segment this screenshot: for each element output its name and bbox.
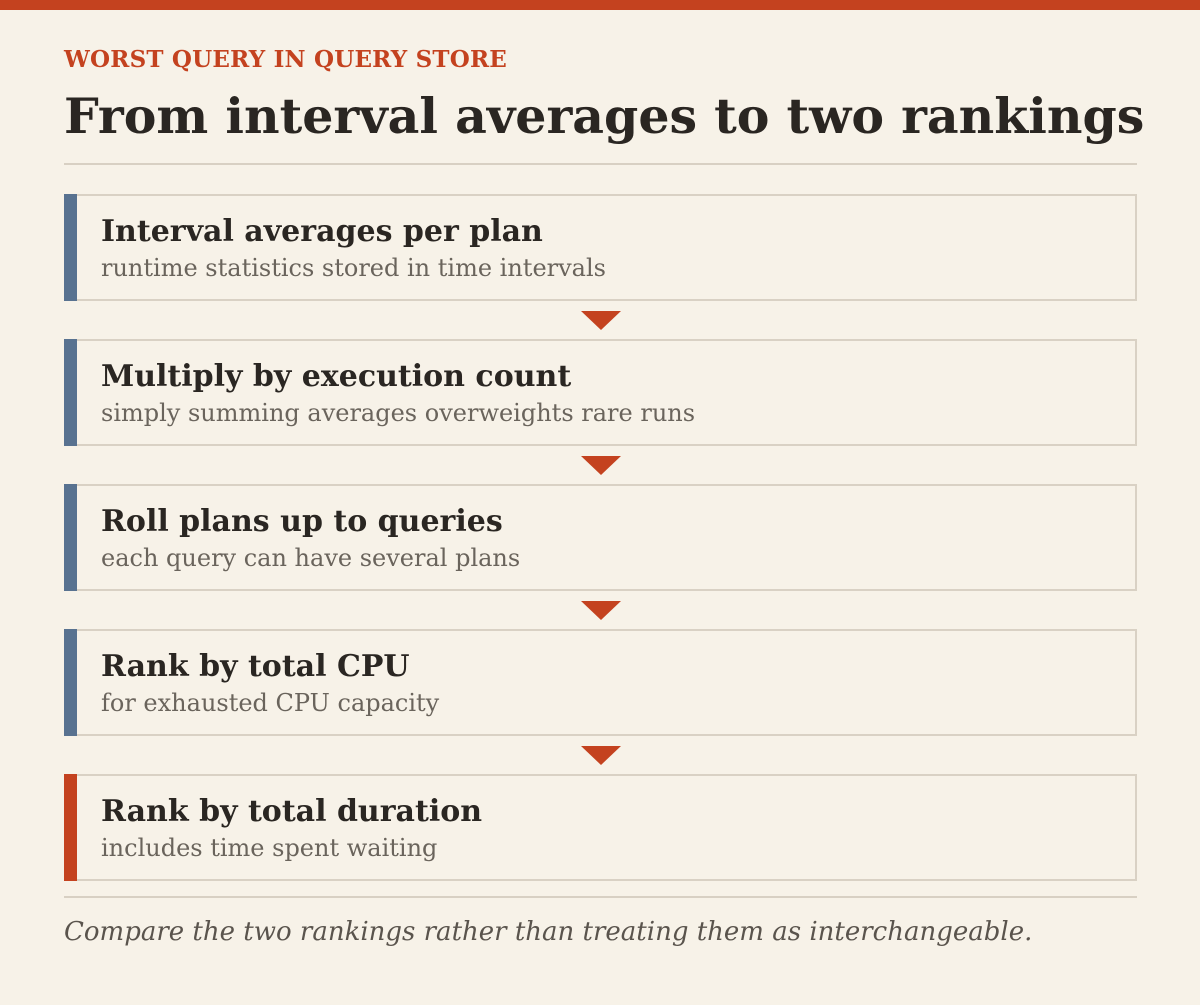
down-arrow-icon bbox=[581, 456, 621, 475]
step-subtitle: includes time spent waiting bbox=[101, 834, 438, 862]
step-multiply-execution-count: Multiply by execution count simply summi… bbox=[64, 339, 1137, 446]
header-divider bbox=[64, 163, 1137, 165]
step-title: Interval averages per plan bbox=[101, 214, 543, 249]
footer-divider bbox=[64, 896, 1137, 898]
down-arrow-icon bbox=[581, 311, 621, 330]
step-title: Rank by total duration bbox=[101, 794, 483, 829]
step-subtitle: simply summing averages overweights rare… bbox=[101, 399, 696, 427]
down-arrow-icon bbox=[581, 601, 621, 620]
down-arrow-icon bbox=[581, 746, 621, 765]
step-subtitle: each query can have several plans bbox=[101, 544, 521, 572]
step-rank-total-duration: Rank by total duration includes time spe… bbox=[64, 774, 1137, 881]
step-title: Multiply by execution count bbox=[101, 359, 572, 394]
step-title: Roll plans up to queries bbox=[101, 504, 503, 539]
step-subtitle: for exhausted CPU capacity bbox=[101, 689, 440, 717]
step-rank-total-cpu: Rank by total CPU for exhausted CPU capa… bbox=[64, 629, 1137, 736]
step-accent-bar bbox=[64, 774, 77, 881]
step-accent-bar bbox=[64, 339, 77, 446]
page-title: From interval averages to two rankings bbox=[64, 87, 1145, 145]
step-accent-bar bbox=[64, 484, 77, 591]
step-roll-plans-up: Roll plans up to queries each query can … bbox=[64, 484, 1137, 591]
step-subtitle: runtime statistics stored in time interv… bbox=[101, 254, 606, 282]
step-accent-bar bbox=[64, 629, 77, 736]
step-accent-bar bbox=[64, 194, 77, 301]
top-accent-bar bbox=[0, 0, 1200, 10]
step-title: Rank by total CPU bbox=[101, 649, 410, 684]
step-interval-averages: Interval averages per plan runtime stati… bbox=[64, 194, 1137, 301]
kicker-label: WORST QUERY IN QUERY STORE bbox=[64, 46, 508, 73]
footnote: Compare the two rankings rather than tre… bbox=[64, 917, 1033, 947]
